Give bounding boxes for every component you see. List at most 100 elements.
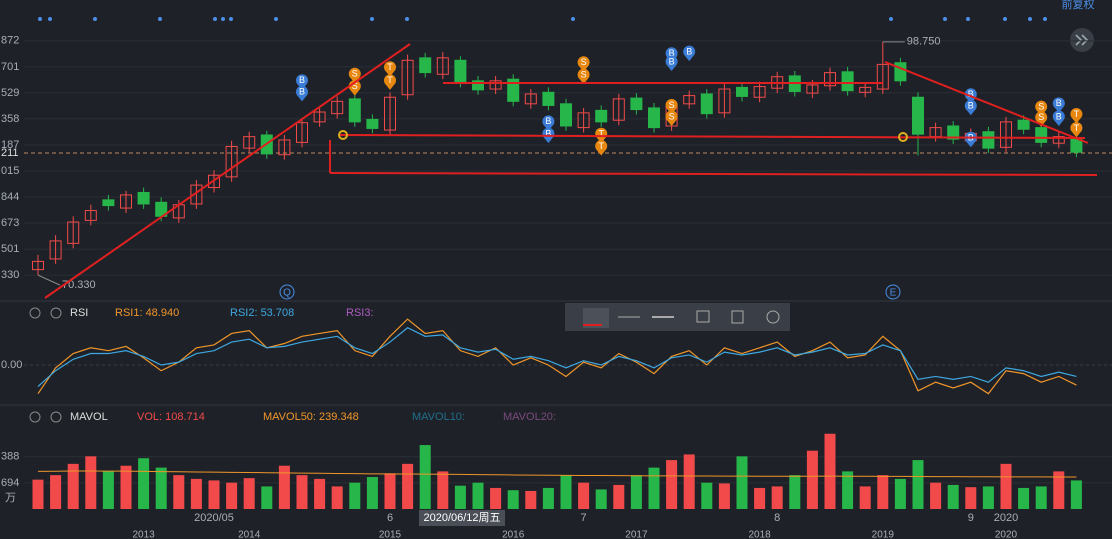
settings-tool[interactable] — [766, 310, 780, 324]
year-label: 2020 — [995, 530, 1018, 539]
event-marker[interactable]: Q — [279, 284, 295, 300]
volume-bar — [1018, 487, 1030, 509]
toolbar — [565, 303, 790, 331]
delete-tool[interactable] — [731, 310, 744, 324]
x-tick-label: 2020 — [994, 512, 1018, 524]
volume-bar — [683, 454, 695, 509]
volume-bar — [243, 478, 255, 509]
candle-body — [32, 260, 44, 271]
y-tick-label: 358 — [1, 113, 19, 125]
signal-marker: B — [964, 99, 977, 116]
signal-pin — [665, 98, 678, 115]
volume-bar — [560, 475, 572, 509]
candle-body — [278, 139, 291, 156]
volume-bar — [67, 463, 79, 509]
candle-body — [1017, 119, 1030, 130]
signal-label: B — [669, 48, 675, 58]
candle-body — [348, 98, 361, 123]
event-marker[interactable]: E — [885, 284, 901, 300]
pane-icons — [29, 307, 62, 423]
legend-entry: RSI1: 48.940 — [115, 307, 179, 319]
candle-body — [718, 88, 731, 114]
candle-body — [912, 96, 924, 135]
signal-label: S — [669, 111, 675, 121]
candle-body — [507, 78, 520, 102]
volume-bar — [507, 490, 519, 509]
year-label: 2015 — [379, 530, 402, 539]
candle-body — [1052, 136, 1065, 144]
candle-body — [419, 57, 432, 74]
volume-bar — [578, 482, 590, 509]
signal-label: B — [686, 46, 692, 56]
signal-marker: T — [1070, 108, 1083, 124]
volume-bar — [859, 486, 871, 509]
candle-body — [612, 98, 625, 121]
candle-body — [894, 62, 907, 82]
signal-marker: S — [577, 68, 590, 85]
candle-body — [137, 191, 150, 205]
volume-bar — [630, 475, 642, 509]
volume-bar — [965, 487, 977, 509]
legend-entry: VOL: 108.714 — [137, 411, 205, 423]
volume-bar — [842, 471, 854, 509]
x-tick-label: 8 — [774, 512, 780, 524]
candle-body — [841, 71, 854, 92]
adjust-toggle[interactable]: 前复权 — [1062, 0, 1095, 11]
candle-body — [824, 72, 836, 87]
candle-body — [49, 240, 62, 260]
volume-bar — [718, 483, 730, 509]
signal-pin — [384, 74, 396, 90]
current-price-label: 211 — [1, 147, 19, 159]
y-tick-label: 330 — [1, 269, 19, 281]
expand-button[interactable] — [1070, 28, 1094, 52]
signal-marker: B — [296, 85, 309, 102]
candle-body — [313, 111, 326, 123]
volume-bar — [1035, 486, 1047, 509]
volume-bar — [648, 467, 660, 509]
pen-tool[interactable] — [583, 308, 609, 328]
event-label[interactable]: Q — [283, 288, 291, 299]
signal-label: T — [598, 129, 604, 139]
candle-body — [190, 184, 203, 205]
signal-marker: B — [296, 74, 309, 90]
y-tick-label: 872 — [1, 35, 19, 47]
year-label: 2017 — [625, 530, 648, 539]
candle-body — [1000, 121, 1012, 148]
crosshair-label: 2020/06/12周五 — [423, 511, 500, 524]
volume-bar — [454, 485, 466, 509]
volume-bar — [472, 482, 484, 509]
signal-label: S — [352, 69, 358, 79]
volume-bar — [155, 467, 167, 509]
signal-label: S — [352, 81, 358, 91]
y-tick-label: 529 — [1, 87, 19, 99]
volume-bar — [226, 482, 238, 509]
y-tick-label: 844 — [1, 191, 19, 203]
volume-bar — [701, 482, 713, 509]
volume-bar — [771, 486, 783, 509]
signal-label: B — [1056, 111, 1062, 121]
candle-body — [296, 122, 308, 143]
high-label: 98.750 — [907, 36, 941, 48]
candle-body — [859, 86, 872, 93]
candle-body — [102, 199, 115, 207]
candle-body — [243, 136, 256, 149]
candle-body — [736, 86, 748, 97]
candle-body — [595, 109, 608, 123]
event-label[interactable]: E — [890, 288, 897, 299]
candle-body — [648, 107, 660, 129]
signal-pin — [577, 68, 590, 85]
signal-marker: B — [665, 55, 678, 71]
signal-label: B — [299, 75, 305, 85]
volume-bar — [331, 486, 343, 509]
signal-label: T — [598, 141, 604, 151]
volume-bar — [138, 458, 150, 509]
candle-body — [630, 97, 643, 111]
lock-tool[interactable] — [696, 310, 710, 323]
candle-body — [472, 80, 484, 91]
volume-bar — [613, 484, 625, 509]
signal-label: B — [299, 87, 305, 97]
candle-body — [489, 80, 502, 90]
signal-pin — [665, 55, 678, 71]
y-tick-label: 187 — [1, 139, 19, 151]
